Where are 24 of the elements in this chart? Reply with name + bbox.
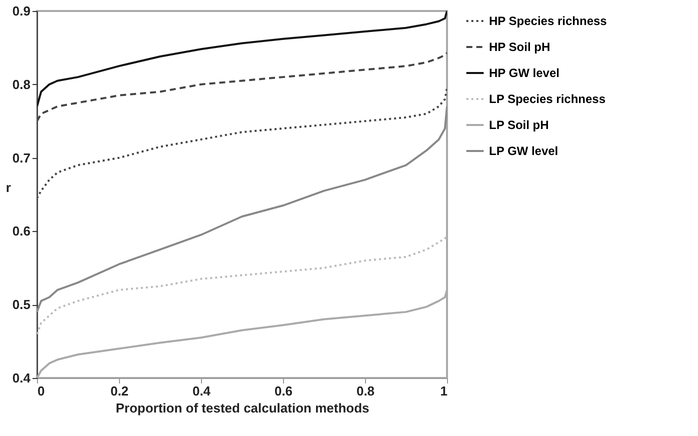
line-series [37, 52, 447, 122]
line-series [37, 105, 447, 313]
legend-label: HP GW level [489, 66, 560, 80]
legend-label: HP Soil pH [489, 40, 550, 54]
y-tick-label: 0.4 [12, 370, 32, 386]
y-tick-label: 0.9 [12, 4, 30, 18]
x-axis-title: Proportion of tested calculation methods [116, 400, 370, 416]
x-tick-label: 0.2 [110, 384, 129, 398]
line-series [37, 11, 447, 108]
line-series [37, 87, 447, 200]
y-tick-label: 0.6 [12, 224, 30, 239]
legend-label: LP Species richness [489, 92, 606, 106]
y-tick-label: 0.8 [12, 76, 30, 92]
x-tick-label: 0.4 [192, 384, 212, 398]
y-axis-title: r [6, 180, 11, 195]
y-tick-label: 0.5 [12, 297, 30, 312]
x-tick-label: 0 [38, 384, 45, 398]
legend-label: LP GW level [489, 144, 558, 158]
x-tick-label: 0.8 [356, 384, 375, 398]
legend-label: HP Species richness [489, 14, 608, 28]
y-tick-label: 0.7 [12, 150, 30, 166]
legend-label: LP Soil pH [489, 118, 549, 132]
x-tick-label: 1 [440, 384, 448, 398]
x-tick-label: 0.6 [274, 384, 293, 398]
